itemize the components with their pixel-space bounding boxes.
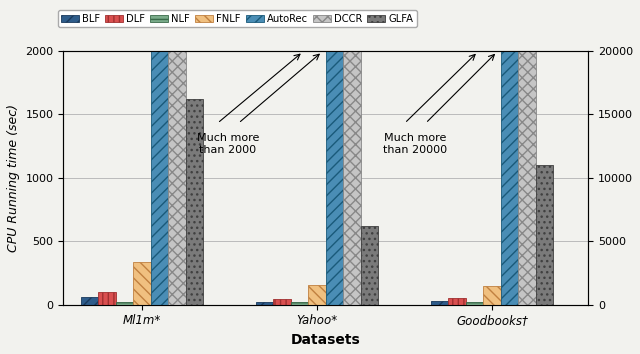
Text: Much more
than 2000: Much more than 2000 — [196, 133, 259, 155]
Text: Much more
than 20000: Much more than 20000 — [383, 133, 447, 155]
Bar — [81, 297, 99, 305]
Bar — [151, 51, 168, 305]
Bar — [186, 99, 204, 305]
Bar — [431, 301, 448, 305]
Bar — [116, 302, 133, 305]
Legend: BLF, DLF, NLF, FNLF, AutoRec, DCCR, GLFA: BLF, DLF, NLF, FNLF, AutoRec, DCCR, GLFA — [58, 10, 417, 27]
Bar — [133, 262, 151, 305]
X-axis label: Datasets: Datasets — [291, 333, 361, 347]
Bar — [308, 285, 326, 305]
Bar — [273, 299, 291, 305]
Bar — [291, 303, 308, 305]
Bar — [518, 51, 536, 305]
Bar — [168, 51, 186, 305]
Bar — [448, 298, 466, 305]
Bar — [483, 286, 500, 305]
Bar — [343, 51, 361, 305]
Bar — [500, 51, 518, 305]
Bar — [99, 292, 116, 305]
Bar — [256, 302, 273, 305]
Bar — [536, 165, 553, 305]
Y-axis label: CPU Running time (sec): CPU Running time (sec) — [7, 104, 20, 252]
Bar — [361, 226, 378, 305]
Bar — [466, 303, 483, 305]
Bar — [326, 51, 343, 305]
